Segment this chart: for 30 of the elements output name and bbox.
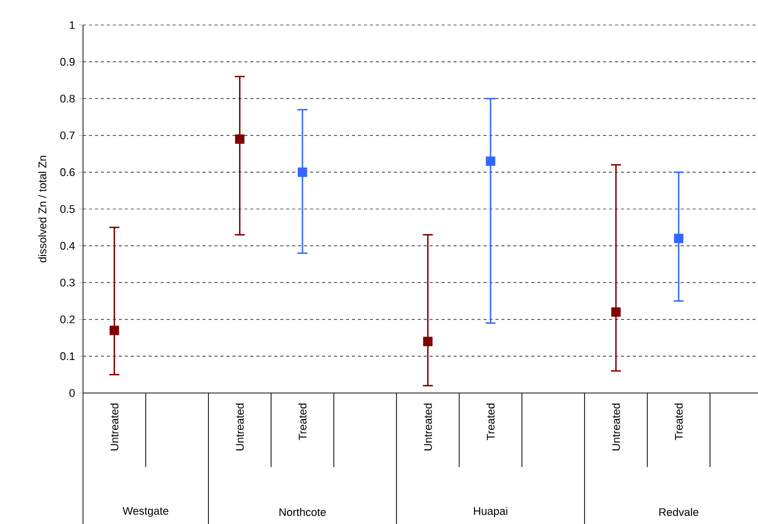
y-tick-label: 0.1: [60, 352, 75, 360]
y-tick-label: 0.2: [60, 316, 75, 324]
point: [423, 336, 433, 346]
point: [486, 156, 496, 166]
x-tick-label: Untreated: [236, 404, 244, 450]
text: Huapai: [474, 506, 508, 518]
point: [674, 234, 684, 244]
x-tick-label: Untreated: [612, 404, 620, 450]
y-tick-label: 0.5: [60, 205, 75, 213]
text: Northcote: [280, 508, 326, 516]
y-tick-label: 0.8: [60, 94, 75, 102]
y-tick-label: 0.6: [60, 168, 75, 176]
point: [611, 307, 621, 317]
x-tick-label: Untreated: [424, 404, 432, 450]
x-tick-label: Treated: [298, 404, 306, 440]
y-tick-label: 0.9: [60, 58, 75, 66]
point: [235, 134, 244, 144]
text: Redvale: [659, 508, 698, 516]
y-tick-label: 1: [70, 21, 75, 29]
text: Westgate: [122, 507, 168, 517]
y-tick-label: 0: [69, 389, 75, 397]
y-tick-label: 0.7: [60, 131, 75, 140]
x-tick-label: Treated: [486, 404, 495, 440]
x-tick-label: Untreated: [110, 404, 118, 450]
y-axis-title: dissolved Zn / total Zn: [38, 156, 46, 262]
x-tick-label: Treated: [674, 404, 683, 440]
point: [298, 168, 308, 177]
point: [110, 326, 120, 336]
y-tick-label: 0.3: [60, 278, 75, 286]
y-tick-label: 0.4: [60, 242, 75, 250]
